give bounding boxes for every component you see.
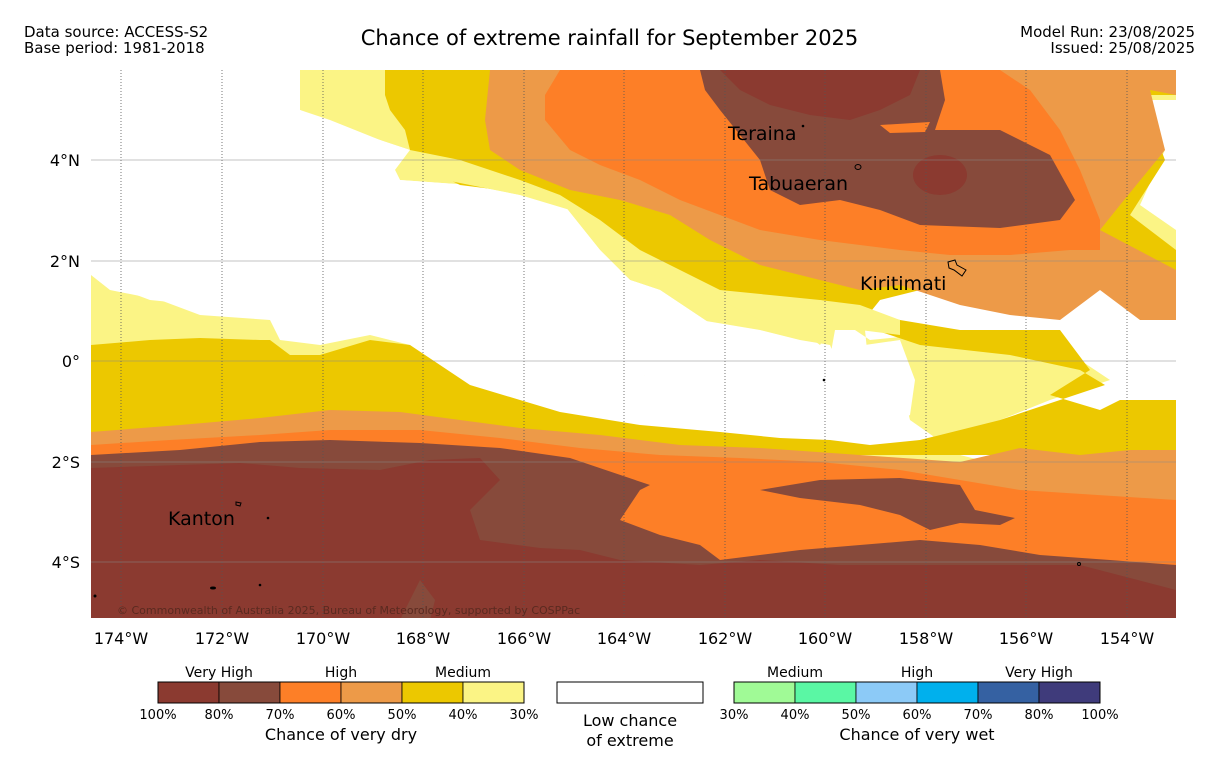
lon-tick: 158°W bbox=[899, 629, 954, 648]
legend-dry-level: Medium bbox=[435, 665, 491, 681]
island-small-3 bbox=[258, 583, 262, 587]
legend-wet-swatch bbox=[855, 681, 918, 704]
legend-dry-swatch bbox=[462, 681, 525, 704]
south-bulge-70-80 bbox=[401, 580, 435, 618]
island-small-1 bbox=[266, 516, 270, 520]
header-left: Data source: ACCESS-S2 Base period: 1981… bbox=[24, 24, 208, 56]
lon-tick: 162°W bbox=[698, 629, 753, 648]
legend-dry-tick: 100% bbox=[139, 708, 176, 723]
legend-dry-tick: 30% bbox=[510, 708, 539, 723]
low-chance-north bbox=[91, 70, 725, 425]
legend-dry: Very High High Medium 100% 80% 70% 60% 5… bbox=[139, 665, 538, 744]
label-kiritimati: Kiritimati bbox=[860, 273, 946, 295]
lon-tick: 164°W bbox=[597, 629, 652, 648]
legend-wet-swatch bbox=[1038, 681, 1101, 704]
north-orange-notch bbox=[880, 122, 930, 133]
legend-dry-swatch bbox=[401, 681, 464, 704]
lon-tick: 166°W bbox=[497, 629, 552, 648]
copyright-notice: © Commonwealth of Australia 2025, Bureau… bbox=[117, 604, 580, 617]
lat-tick: 4°S bbox=[52, 553, 80, 572]
legend-dry-tick: 70% bbox=[266, 708, 295, 723]
legend-wet: Medium High Very High 30% 40% 50% 60% 70… bbox=[720, 665, 1119, 744]
legend-low: Low chance of extreme bbox=[556, 681, 704, 750]
island-tabuaeran bbox=[854, 164, 862, 170]
lon-tick: 156°W bbox=[999, 629, 1054, 648]
legend-dry-swatch bbox=[340, 681, 403, 704]
north-core-80-100 bbox=[913, 155, 967, 195]
lon-tick: 170°W bbox=[296, 629, 351, 648]
label-kanton: Kanton bbox=[168, 508, 235, 530]
lon-tick: 172°W bbox=[195, 629, 250, 648]
legend-wet-tick: 60% bbox=[903, 708, 932, 723]
issued-date: Issued: 25/08/2025 bbox=[1050, 39, 1195, 57]
island-small-5 bbox=[1077, 562, 1081, 566]
island-small-4 bbox=[93, 594, 97, 598]
legend-low-swatch bbox=[556, 681, 704, 704]
longitude-labels: 174°W 172°W 170°W 168°W 166°W 164°W 162°… bbox=[94, 629, 1155, 648]
legend-wet-tick: 50% bbox=[842, 708, 871, 723]
legend-dry-swatch bbox=[157, 681, 220, 704]
island-kiritimati bbox=[947, 259, 967, 277]
graticule bbox=[91, 70, 1176, 618]
base-period: Base period: 1981-2018 bbox=[24, 39, 205, 57]
legend-dry-level: High bbox=[325, 665, 357, 681]
legend-dry-swatch bbox=[218, 681, 281, 704]
legend-wet-level: Medium bbox=[767, 665, 823, 681]
map-title: Chance of extreme rainfall for September… bbox=[360, 26, 859, 50]
legend-wet-title: Chance of very wet bbox=[839, 725, 994, 744]
island-teraina bbox=[801, 124, 805, 128]
legend-dry-swatches bbox=[157, 681, 525, 704]
low-chance-equator bbox=[635, 320, 915, 430]
island-small-6 bbox=[822, 378, 826, 382]
south-mid-70-80 bbox=[760, 478, 1015, 530]
legend-low-line1: Low chance bbox=[583, 711, 677, 730]
legend-wet-tick: 40% bbox=[781, 708, 810, 723]
north-band-80-100 bbox=[720, 70, 920, 120]
island-small-2 bbox=[210, 586, 216, 590]
legend-dry-swatch bbox=[279, 681, 342, 704]
legend-dry-title: Chance of very dry bbox=[265, 725, 417, 744]
legend-wet-tick: 100% bbox=[1081, 708, 1118, 723]
lon-tick: 160°W bbox=[798, 629, 853, 648]
latitude-labels: 4°N 2°N 0° 2°S 4°S bbox=[50, 151, 80, 572]
legend-wet-swatches bbox=[733, 681, 1101, 704]
legend-wet-swatch bbox=[916, 681, 979, 704]
header-right: Model Run: 23/08/2025 Issued: 25/08/2025 bbox=[1020, 24, 1195, 56]
islands bbox=[93, 124, 1081, 598]
legend-wet-swatch bbox=[977, 681, 1040, 704]
legend-dry-ticks: 100% 80% 70% 60% 50% 40% 30% bbox=[139, 708, 538, 723]
lon-tick: 154°W bbox=[1100, 629, 1155, 648]
north-white-fill-2 bbox=[395, 150, 900, 345]
lat-tick: 4°N bbox=[50, 151, 80, 170]
lat-tick: 0° bbox=[62, 352, 80, 371]
lon-tick: 168°W bbox=[396, 629, 451, 648]
lat-tick: 2°S bbox=[52, 453, 80, 472]
rainfall-map: © Commonwealth of Australia 2025, Bureau… bbox=[91, 70, 1176, 618]
legend-wet-swatch bbox=[794, 681, 857, 704]
legend-wet-level: Very High bbox=[1005, 665, 1073, 681]
legend-dry-level: Very High bbox=[185, 665, 253, 681]
label-teraina: Teraina bbox=[727, 123, 797, 145]
legend-wet-ticks: 30% 40% 50% 60% 70% 80% 100% bbox=[720, 708, 1119, 723]
model-run: Model Run: 23/08/2025 bbox=[1020, 23, 1195, 41]
legend-wet-tick: 70% bbox=[964, 708, 993, 723]
label-tabuaeran: Tabuaeran bbox=[748, 173, 848, 195]
legend-wet-swatch bbox=[733, 681, 796, 704]
lat-tick: 2°N bbox=[50, 252, 80, 271]
south-band-80-100 bbox=[91, 458, 1176, 618]
island-kanton bbox=[235, 501, 242, 507]
legend-wet-tick: 30% bbox=[720, 708, 749, 723]
legend-dry-tick: 80% bbox=[205, 708, 234, 723]
legend-dry-tick: 60% bbox=[327, 708, 356, 723]
legend-low-line2: of extreme bbox=[586, 731, 673, 750]
data-source: Data source: ACCESS-S2 bbox=[24, 23, 209, 41]
legend-wet-level: High bbox=[901, 665, 933, 681]
legend-dry-tick: 40% bbox=[449, 708, 478, 723]
legend-wet-tick: 80% bbox=[1025, 708, 1054, 723]
legend-dry-tick: 50% bbox=[388, 708, 417, 723]
lon-tick: 174°W bbox=[94, 629, 149, 648]
